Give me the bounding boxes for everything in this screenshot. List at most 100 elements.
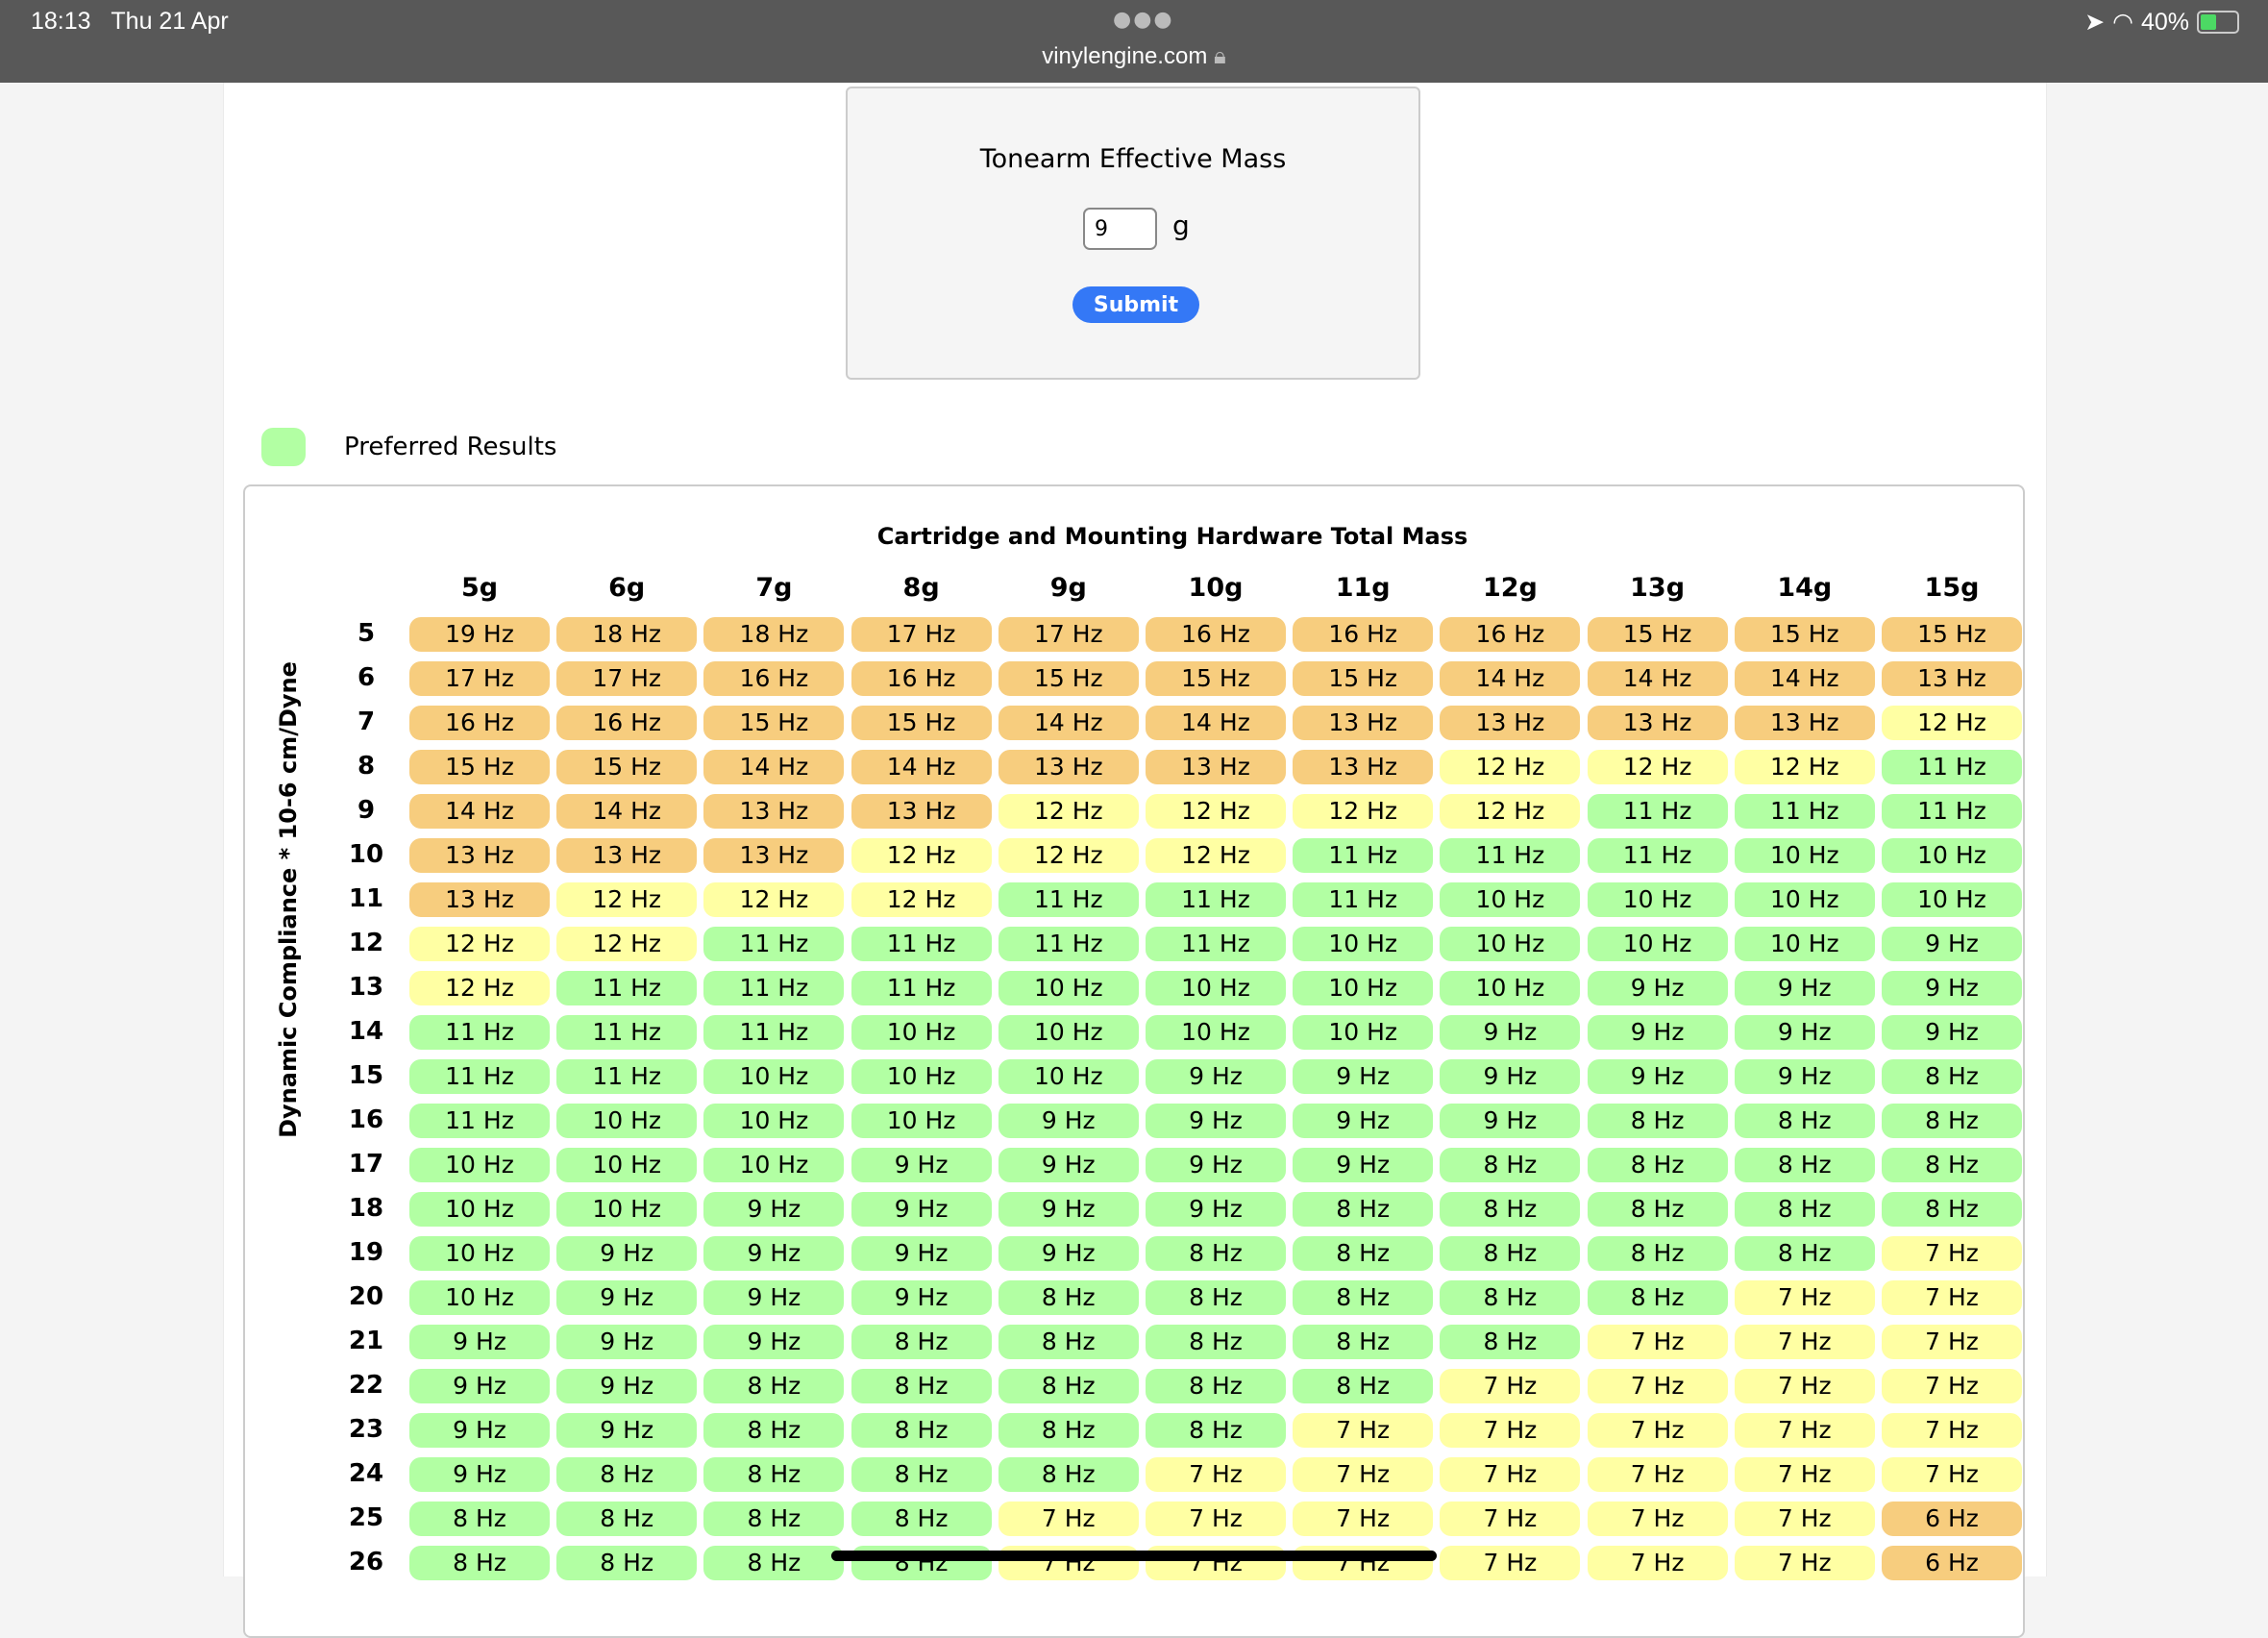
table-cell: 9 Hz: [1882, 971, 2022, 1005]
table-cell: 10 Hz: [1440, 927, 1581, 961]
table-cell: 9 Hz: [850, 1192, 992, 1227]
table-cell: 9 Hz: [1146, 1192, 1286, 1227]
table-cell: 8 Hz: [409, 1546, 550, 1580]
column-header: 5g: [460, 573, 499, 603]
table-cell: 9 Hz: [556, 1325, 698, 1359]
table-cell: 10 Hz: [556, 1104, 698, 1138]
row-header: 23: [348, 1415, 384, 1444]
table-cell: 9 Hz: [1146, 1104, 1286, 1138]
table-cell: 11 Hz: [1882, 794, 2022, 829]
table-cell: 9 Hz: [998, 1192, 1139, 1227]
preferred-swatch: [261, 428, 306, 466]
table-cell: 9 Hz: [556, 1280, 698, 1315]
table-cell: 10 Hz: [409, 1192, 550, 1227]
table-cell: 11 Hz: [409, 1015, 550, 1050]
table-cell: 8 Hz: [1734, 1236, 1875, 1271]
table-cell: 10 Hz: [850, 1015, 992, 1050]
table-cell: 10 Hz: [1734, 838, 1875, 873]
table-cell: 8 Hz: [556, 1546, 698, 1580]
table-cell: 12 Hz: [703, 882, 845, 917]
table-cell: 12 Hz: [998, 794, 1139, 829]
table-cell: 12 Hz: [1440, 794, 1581, 829]
table-cell: 8 Hz: [1882, 1148, 2022, 1182]
table-cell: 10 Hz: [703, 1148, 845, 1182]
battery-percent: 40%: [2140, 8, 2189, 36]
table-cell: 14 Hz: [850, 750, 992, 784]
table-cell: 12 Hz: [1440, 750, 1581, 784]
table-cell: 15 Hz: [1734, 617, 1875, 652]
table-cell: 17 Hz: [850, 617, 992, 652]
table-cell: 18 Hz: [556, 617, 698, 652]
table-cell: 9 Hz: [1293, 1104, 1434, 1138]
home-indicator[interactable]: [831, 1551, 1437, 1561]
table-cell: 16 Hz: [556, 706, 698, 740]
table-cell: 7 Hz: [1734, 1280, 1875, 1315]
table-cell: 13 Hz: [409, 838, 550, 873]
table-cell: 19 Hz: [409, 617, 550, 652]
row-header: 6: [357, 663, 376, 692]
table-cell: 10 Hz: [1440, 971, 1581, 1005]
table-cell: 8 Hz: [1146, 1369, 1286, 1403]
table-cell: 7 Hz: [1587, 1502, 1728, 1536]
table-cell: 8 Hz: [1146, 1325, 1286, 1359]
column-header: 8g: [902, 573, 940, 603]
table-cell: 11 Hz: [850, 927, 992, 961]
column-header: 13g: [1630, 573, 1686, 603]
table-cell: 9 Hz: [1587, 1015, 1728, 1050]
table-cell: 8 Hz: [703, 1457, 845, 1492]
table-cell: 12 Hz: [409, 971, 550, 1005]
table-cell: 9 Hz: [998, 1104, 1139, 1138]
table-cell: 8 Hz: [1734, 1192, 1875, 1227]
table-cell: 10 Hz: [409, 1148, 550, 1182]
table-cell: 7 Hz: [1293, 1413, 1434, 1448]
form-title: Tonearm Effective Mass: [979, 144, 1287, 174]
more-dots-icon[interactable]: ●●●: [1113, 8, 1174, 32]
table-cell: 8 Hz: [1587, 1148, 1728, 1182]
table-cell: 15 Hz: [998, 661, 1139, 696]
table-cell: 8 Hz: [1440, 1148, 1581, 1182]
table-cell: 12 Hz: [1587, 750, 1728, 784]
table-title: Cartridge and Mounting Hardware Total Ma…: [876, 523, 1468, 550]
row-header: 14: [348, 1017, 384, 1046]
table-cell: 8 Hz: [1146, 1280, 1286, 1315]
submit-button[interactable]: Submit: [1072, 286, 1199, 323]
table-cell: 11 Hz: [1587, 794, 1728, 829]
table-cell: 9 Hz: [703, 1236, 845, 1271]
table-cell: 7 Hz: [1587, 1325, 1728, 1359]
table-cell: 11 Hz: [556, 1059, 698, 1094]
table-cell: 14 Hz: [1440, 661, 1581, 696]
mass-form: Tonearm Effective Mass g Submit: [846, 87, 1420, 380]
table-cell: 12 Hz: [850, 882, 992, 917]
row-header: 12: [348, 929, 384, 957]
table-cell: 13 Hz: [409, 882, 550, 917]
table-cell: 8 Hz: [1146, 1236, 1286, 1271]
lock-icon: 🔒︎: [1213, 43, 1226, 69]
table-cell: 8 Hz: [998, 1413, 1139, 1448]
table-cell: 9 Hz: [1587, 971, 1728, 1005]
table-cell: 7 Hz: [1440, 1546, 1581, 1580]
row-header: 21: [348, 1327, 384, 1355]
table-cell: 7 Hz: [1587, 1457, 1728, 1492]
table-cell: 12 Hz: [556, 927, 698, 961]
table-cell: 8 Hz: [1734, 1148, 1875, 1182]
table-cell: 14 Hz: [409, 794, 550, 829]
table-cell: 10 Hz: [703, 1059, 845, 1094]
table-cell: 9 Hz: [1440, 1015, 1581, 1050]
table-cell: 18 Hz: [703, 617, 845, 652]
row-header: 7: [357, 707, 376, 736]
row-header: 18: [348, 1194, 384, 1223]
table-cell: 10 Hz: [1440, 882, 1581, 917]
table-cell: 10 Hz: [556, 1192, 698, 1227]
table-cell: 10 Hz: [556, 1148, 698, 1182]
table-cell: 9 Hz: [850, 1236, 992, 1271]
status-bar: 18:13 Thu 21 Apr ●●● vinylengine.com 🔒︎ …: [0, 0, 2268, 83]
table-cell: 16 Hz: [1146, 617, 1286, 652]
table-cell: 10 Hz: [1293, 927, 1434, 961]
table-cell: 12 Hz: [556, 882, 698, 917]
effective-mass-input[interactable]: [1083, 208, 1157, 250]
address-bar[interactable]: vinylengine.com 🔒︎: [1042, 43, 1226, 69]
table-cell: 7 Hz: [1882, 1236, 2022, 1271]
table-cell: 7 Hz: [1293, 1457, 1434, 1492]
table-cell: 9 Hz: [1440, 1104, 1581, 1138]
table-cell: 11 Hz: [409, 1104, 550, 1138]
